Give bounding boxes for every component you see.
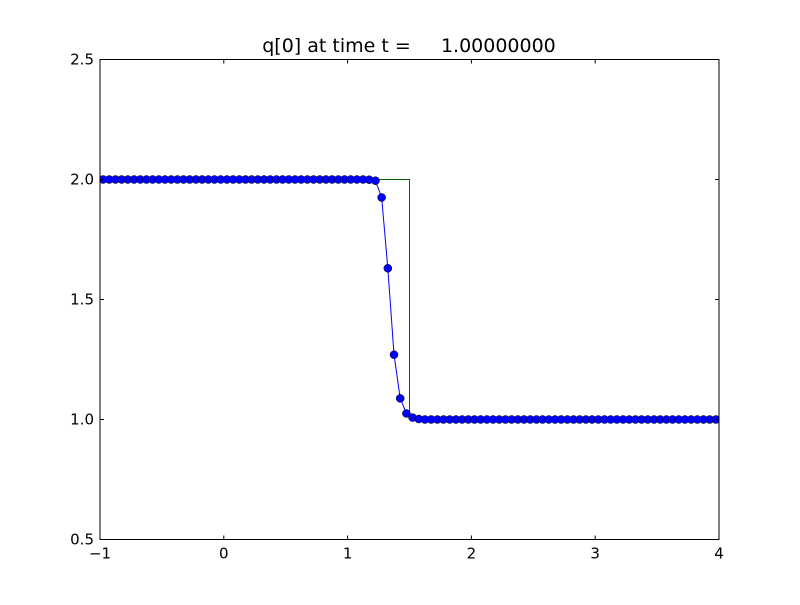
data-point bbox=[402, 409, 411, 418]
exact-solution-line bbox=[100, 179, 719, 420]
y-tick-label: 2.0 bbox=[70, 171, 94, 189]
data-point bbox=[371, 176, 380, 185]
data-point bbox=[377, 193, 386, 202]
x-tick-label: 3 bbox=[590, 545, 600, 563]
x-tick-label: 1 bbox=[343, 545, 353, 563]
y-tick-label: 0.5 bbox=[70, 531, 94, 549]
data-point bbox=[383, 264, 393, 273]
data-point bbox=[395, 394, 405, 403]
y-tick-label: 2.5 bbox=[70, 51, 94, 69]
y-tick-label: 1.0 bbox=[70, 411, 94, 429]
data-point bbox=[389, 350, 399, 359]
chart-title: q[0] at time t = 1.00000000 bbox=[262, 35, 556, 57]
x-tick-label: −1 bbox=[89, 545, 111, 563]
x-tick-label: 2 bbox=[467, 545, 477, 563]
x-tick-label: 4 bbox=[714, 545, 724, 563]
x-tick-label: 0 bbox=[219, 545, 229, 563]
y-tick-label: 1.5 bbox=[70, 291, 94, 309]
